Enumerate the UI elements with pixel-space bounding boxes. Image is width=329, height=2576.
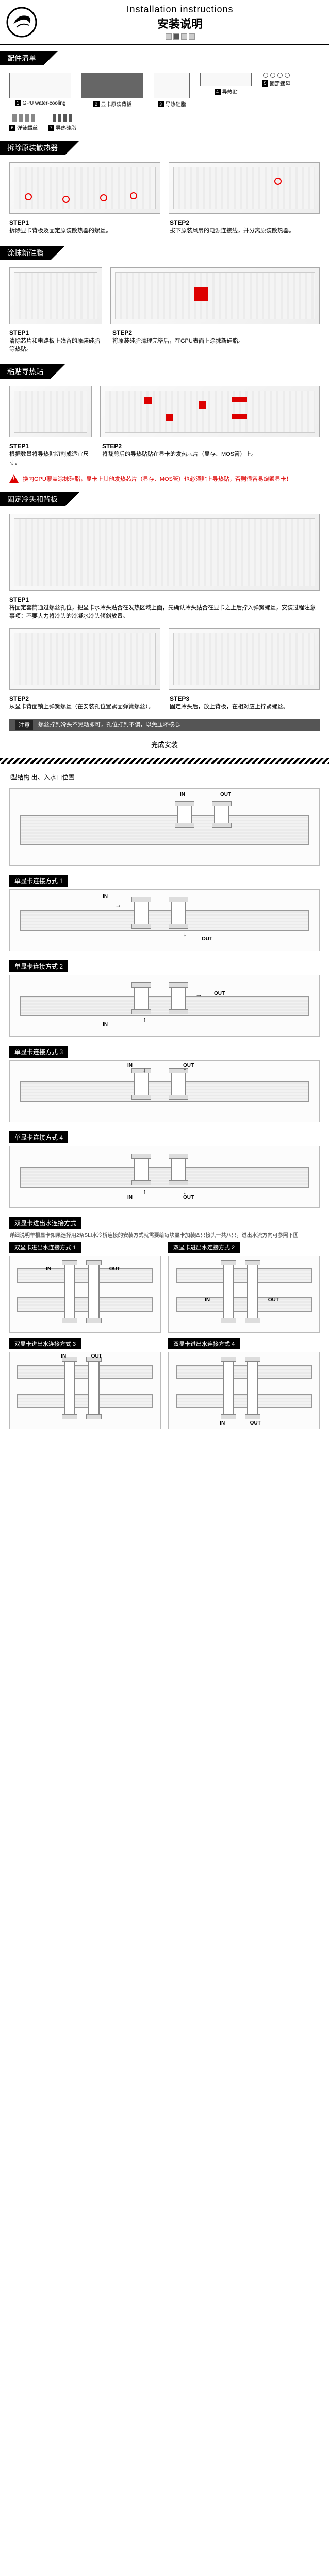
dual-cell: 双显卡进出水连接方式 4 IN OUT (168, 1338, 320, 1429)
warning-row: 换内GPU覆盖涂抹硅脂，显卡上其他发热芯片（显存、MOS管）也必须贴上导热贴，否… (0, 471, 329, 486)
part-item: 4导热贴 (200, 73, 252, 108)
grease-diagrams (0, 264, 329, 327)
doc-header: Installation instructions 安装说明 (0, 0, 329, 45)
conn-diagram: IN OUT ↑ → (9, 975, 320, 1037)
section-bar-fix: 固定冷头和背板 (0, 492, 65, 506)
conn-diagram: IN OUT ↑ ↓ (9, 1146, 320, 1208)
single-conn-2: 单显卡连接方式 2 IN OUT ↑ → (0, 958, 329, 1044)
conn-diagram: IN OUT (9, 1256, 161, 1333)
io-heading: I型结构 出、入水口位置 (0, 769, 329, 784)
finish-text: 完成安装 (0, 734, 329, 758)
diagram-thermal-2 (100, 386, 320, 437)
conn-title: 双显卡进出水连接方式 3 (9, 1338, 81, 1349)
part-item: 6弹簧螺丝 (9, 114, 38, 131)
conn-title: 单显卡连接方式 1 (9, 875, 68, 887)
diagram-fix-3 (169, 628, 320, 690)
conn-diagram: IN OUT (9, 1352, 161, 1429)
divider-stripe (0, 758, 329, 764)
fix-diagram-1 (0, 511, 329, 594)
part-item: 1GPU water-cooling (9, 73, 71, 108)
thermal-diagrams (0, 383, 329, 440)
part-item: 7导热硅脂 (48, 114, 76, 131)
step-text: STEP1拆除显卡背板及固定原装散热器的螺丝。 STEP2拔下原装风扇的电源连接… (0, 217, 329, 240)
section-bar-grease: 涂抹新硅脂 (0, 246, 51, 260)
step-text: STEP2从显卡背面锁上弹簧螺丝（在安装孔位置紧固弹簧螺丝）。 STEP3固定冷… (0, 693, 329, 716)
section-bar-thermal: 粘贴导热贴 (0, 364, 51, 379)
warning-text: 换内GPU覆盖涂抹硅脂，显卡上其他发热芯片（显存、MOS管）也必须贴上导热贴，否… (23, 474, 292, 483)
parts-grid: 1GPU water-cooling 2显卡原装背板 3导热硅脂 4导热贴 5固… (0, 70, 329, 134)
single-conn-1: 单显卡连接方式 1 IN OUT → ↓ (0, 873, 329, 958)
conn-title: 双显卡进出水连接方式 2 (168, 1242, 240, 1253)
step-text: STEP1清除芯片和电路板上残留的原装硅脂等热贴。 STEP2将原装硅脂清理完毕… (0, 327, 329, 358)
step-text: STEP1将固定套筒通过螺丝孔位，把显卡水冷头贴合在发热区域上面，先确认冷头贴合… (0, 596, 329, 625)
conn-title: 双显卡进出水连接方式 1 (9, 1242, 81, 1253)
fix-diagrams-23 (0, 625, 329, 693)
conn-title: 单显卡连接方式 3 (9, 1046, 68, 1058)
brand-logo (6, 7, 37, 38)
diagram-remove-1 (9, 162, 160, 214)
part-item: 5固定螺母 (262, 73, 290, 108)
title-cn: 安装说明 (37, 15, 323, 31)
part-item: 3导热硅脂 (154, 73, 190, 108)
dual-grid: 双显卡进出水连接方式 1 IN OUT 双显卡进出水连接方式 2 IN OUT … (0, 1242, 329, 1438)
conn-diagram: IN OUT ↓ ↑ (9, 1060, 320, 1122)
conn-title: 单显卡连接方式 2 (9, 960, 68, 972)
dual-cell: 双显卡进出水连接方式 3 IN OUT (9, 1338, 161, 1429)
conn-diagram: IN OUT → ↓ (9, 889, 320, 951)
warning-icon (9, 474, 19, 483)
step-text: STEP1根据数量将导热贴切割成适宜尺寸。 STEP2将裁剪后的导热贴贴在显卡的… (0, 440, 329, 471)
conn-title: 单显卡连接方式 4 (9, 1131, 68, 1143)
dual-heading: 双显卡进出水连接方式 (9, 1217, 81, 1229)
section-bar-parts: 配件清单 (0, 51, 43, 65)
section-bar-remove: 拆除原装散热器 (0, 141, 65, 155)
dual-note: 详细说明单根显卡如果选择用2条SLI水冷桥连接的安装方式就需要给每块显卡加装四只… (0, 1230, 329, 1242)
conn-diagram: IN OUT (168, 1256, 320, 1333)
dual-cell: 双显卡进出水连接方式 1 IN OUT (9, 1242, 161, 1333)
header-title-block: Installation instructions 安装说明 (37, 4, 323, 40)
conn-title: 双显卡进出水连接方式 4 (168, 1338, 240, 1349)
diagram-remove-2 (169, 162, 320, 214)
io-diagram-block: IN OUT ↓ ↑ (0, 784, 329, 873)
remove-diagrams (0, 159, 329, 217)
diagram-grease-1 (9, 267, 102, 324)
note-bar: 注意 螺丝拧到冷头不晃动即可，孔位打到不偏，以免压坏核心 (9, 719, 320, 731)
dual-heading-block: 双显卡进出水连接方式 (0, 1215, 329, 1230)
dual-cell: 双显卡进出水连接方式 2 IN OUT (168, 1242, 320, 1333)
single-conn-3: 单显卡连接方式 3 IN OUT ↓ ↑ (0, 1044, 329, 1129)
conn-diagram: IN OUT (168, 1352, 320, 1429)
single-conn-4: 单显卡连接方式 4 IN OUT ↑ ↓ (0, 1129, 329, 1215)
header-decor-squares (37, 33, 323, 40)
title-en: Installation instructions (37, 4, 323, 15)
diagram-fix-2 (9, 628, 160, 690)
diagram-grease-2 (110, 267, 320, 324)
part-item: 2显卡原装背板 (81, 73, 143, 108)
io-diagram: IN OUT ↓ ↑ (9, 788, 320, 866)
diagram-fix-1 (9, 514, 320, 591)
diagram-thermal-1 (9, 386, 92, 437)
